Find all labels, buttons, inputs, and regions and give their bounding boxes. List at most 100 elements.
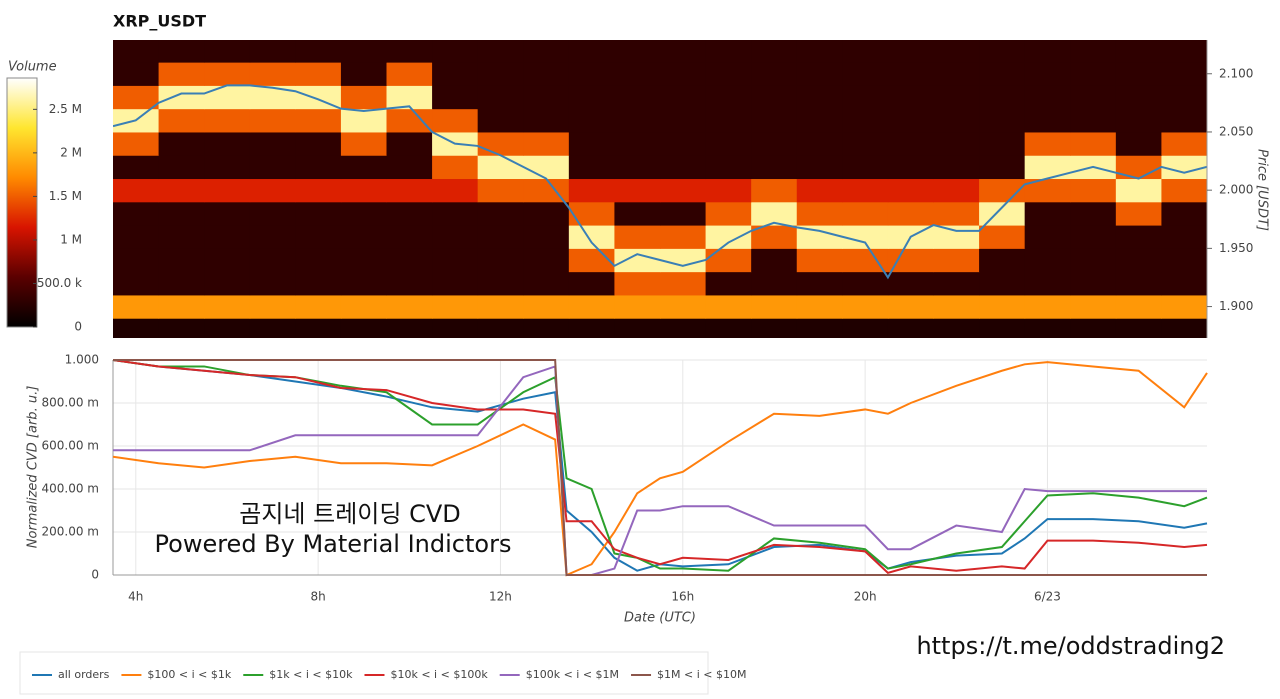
heat-cell (432, 178, 479, 203)
heat-cell (340, 271, 387, 296)
heat-cell (113, 271, 160, 296)
heat-cell (432, 62, 479, 86)
heat-cell (158, 131, 205, 156)
x-tick-label: 20h (854, 590, 877, 604)
heat-cell (568, 201, 615, 226)
heat-cell (796, 225, 843, 249)
heat-cell (933, 85, 980, 110)
heat-cell (751, 318, 798, 338)
colorbar (6, 77, 38, 328)
heat-cell (1115, 40, 1162, 63)
heat-cell (477, 62, 524, 86)
heat-cell (660, 271, 707, 296)
heat-cell (386, 178, 433, 203)
heat-cell (614, 178, 661, 203)
heat-cell (204, 40, 251, 63)
heat-cell (979, 294, 1026, 319)
y-tick-label: 800.00 m (42, 396, 100, 410)
heat-cell (158, 318, 205, 338)
heat-cell (614, 271, 661, 296)
heat-cell (751, 131, 798, 156)
heat-cell (204, 318, 251, 338)
heat-cell (842, 201, 889, 226)
heat-cell (477, 294, 524, 319)
heat-cell (1024, 294, 1071, 319)
heat-cell (1024, 225, 1071, 249)
heat-cell (340, 294, 387, 319)
price-line (113, 84, 1207, 280)
heat-cell (1115, 85, 1162, 110)
heat-cell (842, 248, 889, 273)
heat-cell (796, 248, 843, 273)
heat-cell (158, 62, 205, 86)
heat-cell (705, 201, 752, 226)
heat-cell (432, 40, 479, 63)
heat-cell (249, 271, 296, 296)
x-tick-label: 4h (128, 590, 143, 604)
x-tick-label: 6/23 (1034, 590, 1061, 604)
heat-cell (842, 40, 889, 63)
heat-cell (1115, 201, 1162, 226)
chart-title: XRP_USDT (113, 12, 206, 31)
heat-cell (432, 271, 479, 296)
heat-cell (386, 108, 433, 133)
heat-cell (660, 62, 707, 86)
heat-cell (113, 225, 160, 249)
heat-cell (113, 131, 160, 156)
x-axis-label: Date (UTC) (624, 611, 696, 626)
y-axis-label: Price [USDT] (1255, 149, 1270, 231)
heat-cell (614, 40, 661, 63)
heat-cell (477, 271, 524, 296)
heat-cell (887, 271, 934, 296)
heat-cell (751, 108, 798, 133)
y-tick-label: 1.000 (65, 353, 99, 367)
heat-cell (295, 294, 342, 319)
heat-cell (751, 201, 798, 226)
heat-cell (705, 108, 752, 133)
legend-label: $100k < i < $1M (526, 668, 619, 681)
heat-cell (523, 248, 570, 273)
heat-cell (979, 271, 1026, 296)
heat-cell (705, 271, 752, 296)
heat-cell (1070, 40, 1117, 63)
watermark: Powered By Material Indictors (155, 530, 512, 558)
heat-cell (796, 201, 843, 226)
heat-cell (979, 225, 1026, 249)
heat-cell (568, 85, 615, 110)
heat-cell (113, 294, 160, 319)
heat-cell (568, 40, 615, 63)
heat-cell (523, 178, 570, 203)
heat-cell (751, 155, 798, 180)
heat-cell (432, 201, 479, 226)
heat-cell (295, 108, 342, 133)
heat-cell (887, 85, 934, 110)
heat-cell (1161, 40, 1207, 63)
y-tick-label: 1.900 (1219, 299, 1253, 313)
heat-cell (568, 108, 615, 133)
heat-cell (614, 62, 661, 86)
heat-cell (204, 85, 251, 110)
heat-cell (477, 318, 524, 338)
heat-cell (340, 85, 387, 110)
heat-cell (477, 178, 524, 203)
heat-cell (113, 318, 160, 338)
heat-cell (158, 201, 205, 226)
heat-cell (113, 248, 160, 273)
heat-cell (751, 225, 798, 249)
heat-cell (158, 108, 205, 133)
heat-cell (614, 201, 661, 226)
heat-cell (979, 131, 1026, 156)
heat-cell (249, 225, 296, 249)
heat-cell (933, 318, 980, 338)
heat-cell (340, 201, 387, 226)
heat-cell (1070, 201, 1117, 226)
heat-cell (705, 318, 752, 338)
heat-cell (158, 85, 205, 110)
heat-cell (842, 62, 889, 86)
heat-cell (523, 294, 570, 319)
heat-cell (614, 225, 661, 249)
heat-cell (1161, 85, 1207, 110)
heat-cell (660, 131, 707, 156)
heat-cell (1161, 178, 1207, 203)
heat-cell (158, 294, 205, 319)
